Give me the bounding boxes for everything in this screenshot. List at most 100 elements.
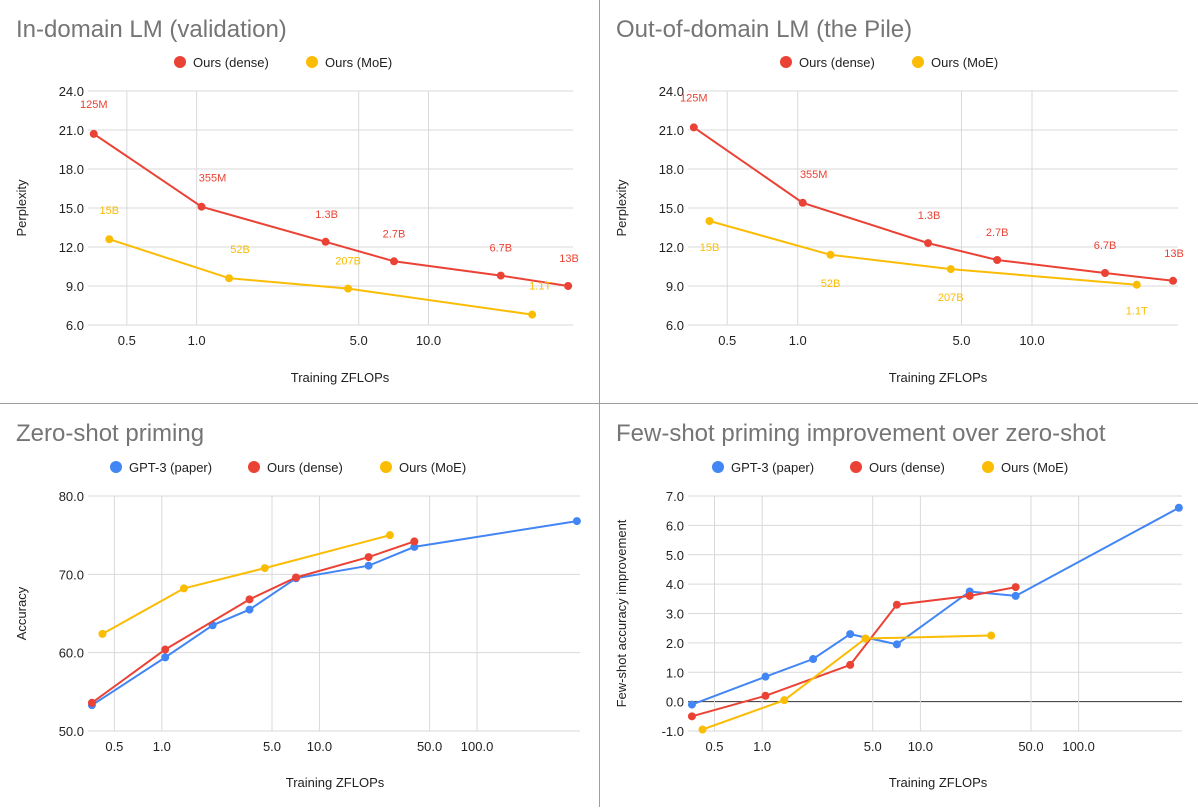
data-point xyxy=(179,584,188,593)
x-tick-label: 0.5 xyxy=(718,333,736,348)
legend-marker xyxy=(306,56,318,68)
legend-label: GPT-3 (paper) xyxy=(731,460,814,475)
x-tick-label: 5.0 xyxy=(952,333,970,348)
data-label: 13B xyxy=(559,253,579,265)
horizontal-divider xyxy=(0,403,1198,404)
chart-svg: Out-of-domain LM (the Pile) Ours (dense) O… xyxy=(614,16,1184,385)
legend-marker xyxy=(982,461,994,473)
data-point xyxy=(87,698,96,707)
data-point xyxy=(410,537,419,546)
data-point xyxy=(496,271,505,280)
data-point xyxy=(987,631,996,640)
y-axis-label: Few-shot accuracy improvement xyxy=(614,519,629,707)
data-label: 15B xyxy=(99,205,119,217)
data-point xyxy=(245,595,254,604)
data-point xyxy=(965,591,974,600)
series-line xyxy=(691,586,1016,718)
y-tick-label: 21.0 xyxy=(59,123,84,138)
data-label: 125M xyxy=(80,99,108,111)
data-point xyxy=(846,660,855,669)
data-label: 1.1T xyxy=(529,281,551,293)
x-tick-label: 10.0 xyxy=(416,333,441,348)
chart-few-shot-improvement: Few-shot priming improvement over zero-s… xyxy=(600,404,1198,807)
data-point xyxy=(946,265,955,274)
legend-marker xyxy=(174,56,186,68)
y-tick-label: 12.0 xyxy=(659,240,684,255)
data-point xyxy=(364,561,373,570)
chart-svg: Few-shot priming improvement over zero-s… xyxy=(614,420,1183,790)
chart-svg: In-domain LM (validation) Ours (dense) Our… xyxy=(14,16,579,385)
data-label: 15B xyxy=(700,242,720,254)
data-label: 207B xyxy=(335,256,361,268)
legend-label: GPT-3 (paper) xyxy=(129,460,212,475)
x-tick-label: 50.0 xyxy=(1018,739,1043,754)
data-label: 6.7B xyxy=(1094,240,1117,252)
data-label: 355M xyxy=(800,169,828,181)
data-point xyxy=(245,605,254,614)
data-point xyxy=(105,235,114,244)
x-axis-label: Training ZFLOPs xyxy=(889,370,988,385)
data-point xyxy=(197,202,206,211)
x-tick-label: 1.0 xyxy=(753,739,771,754)
data-label: 2.7B xyxy=(383,228,406,240)
legend-marker xyxy=(912,56,924,68)
data-point xyxy=(225,274,234,283)
data-point xyxy=(344,284,353,293)
y-tick-label: 9.0 xyxy=(66,279,84,294)
legend-label: Ours (MoE) xyxy=(1001,460,1068,475)
legend-marker xyxy=(110,461,122,473)
x-tick-label: 5.0 xyxy=(263,739,281,754)
data-point xyxy=(993,256,1002,264)
chart-zero-shot-priming: Zero-shot priming GPT-3 (paper) Ours (dens… xyxy=(0,404,599,807)
legend-label: Ours (dense) xyxy=(193,55,269,70)
y-tick-label: 12.0 xyxy=(59,240,84,255)
x-tick-label: 0.5 xyxy=(118,333,136,348)
data-point xyxy=(687,700,696,709)
data-label: 1.1T xyxy=(1126,306,1148,318)
y-axis-label: Accuracy xyxy=(14,586,29,640)
data-point xyxy=(809,655,818,664)
data-point xyxy=(861,634,870,643)
x-tick-label: 5.0 xyxy=(350,333,368,348)
data-point xyxy=(1174,503,1183,512)
y-tick-label: 5.0 xyxy=(666,548,684,563)
y-axis-label: Perplexity xyxy=(14,179,29,237)
y-tick-label: 80.0 xyxy=(59,489,84,504)
data-point xyxy=(364,553,373,562)
x-tick-label: 1.0 xyxy=(789,333,807,348)
data-point xyxy=(161,645,170,654)
data-point xyxy=(826,250,835,259)
x-tick-label: 50.0 xyxy=(417,739,442,754)
legend-marker xyxy=(712,461,724,473)
data-label: 52B xyxy=(821,278,841,290)
data-point xyxy=(564,282,573,290)
chart-in-domain-lm: In-domain LM (validation) Ours (dense) Our… xyxy=(0,0,599,403)
data-point xyxy=(161,653,170,662)
y-tick-label: 6.0 xyxy=(666,518,684,533)
x-axis-label: Training ZFLOPs xyxy=(291,370,390,385)
data-point xyxy=(321,237,330,246)
data-point xyxy=(89,129,98,138)
legend-label: Ours (dense) xyxy=(799,55,875,70)
data-label: 6.7B xyxy=(489,243,512,255)
data-point xyxy=(385,531,394,540)
data-label: 1.3B xyxy=(918,210,941,222)
chart-svg: Zero-shot priming GPT-3 (paper) Ours (dens… xyxy=(14,420,581,790)
chart-title: Few-shot priming improvement over zero-s… xyxy=(616,420,1106,447)
data-label: 125M xyxy=(680,92,708,104)
y-tick-label: 15.0 xyxy=(659,201,684,216)
y-tick-label: 9.0 xyxy=(666,279,684,294)
legend-label: Ours (MoE) xyxy=(399,460,466,475)
data-point xyxy=(1132,280,1141,289)
data-point xyxy=(390,257,399,266)
series-line xyxy=(702,634,992,731)
data-label: 2.7B xyxy=(986,227,1009,239)
legend-marker xyxy=(380,461,392,473)
x-tick-label: 10.0 xyxy=(908,739,933,754)
x-tick-label: 1.0 xyxy=(153,739,171,754)
data-point xyxy=(698,725,707,734)
y-tick-label: 6.0 xyxy=(66,318,84,333)
data-point xyxy=(705,217,714,225)
data-point xyxy=(1101,269,1110,277)
data-label: 1.3B xyxy=(315,209,338,221)
